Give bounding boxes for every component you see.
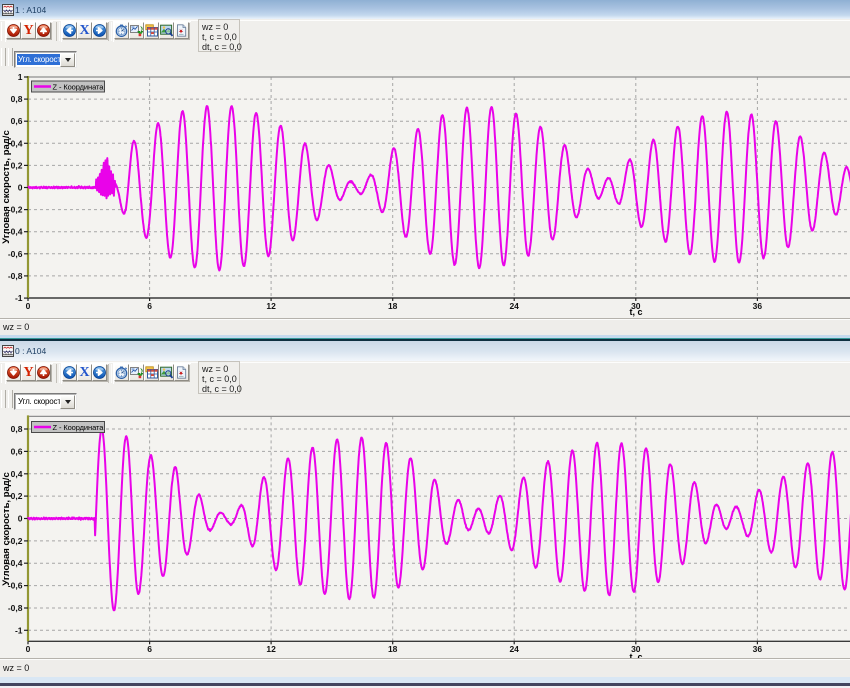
svg-text:0,2: 0,2 (11, 491, 23, 501)
svg-text:-0,6: -0,6 (8, 249, 23, 259)
svg-text:0,2: 0,2 (11, 160, 23, 170)
svg-text:-1: -1 (15, 625, 23, 635)
svg-text:1: 1 (18, 72, 23, 82)
svg-text:0: 0 (18, 183, 23, 193)
svg-text:6: 6 (147, 301, 152, 311)
svg-text:-0,2: -0,2 (8, 205, 23, 215)
svg-text:36: 36 (753, 644, 763, 654)
svg-text:30: 30 (631, 301, 641, 311)
svg-text:0,4: 0,4 (11, 138, 23, 148)
svg-text:0: 0 (26, 301, 31, 311)
svg-text:-0,8: -0,8 (8, 271, 23, 281)
svg-text:t, c: t, c (629, 652, 642, 658)
svg-text:0: 0 (26, 644, 31, 654)
svg-text:t, c: t, c (629, 307, 642, 317)
svg-text:0,4: 0,4 (11, 469, 23, 479)
svg-text:24: 24 (509, 644, 519, 654)
svg-text:30: 30 (631, 644, 641, 654)
svg-text:0,8: 0,8 (11, 424, 23, 434)
svg-text:12: 12 (266, 644, 276, 654)
svg-text:18: 18 (388, 301, 398, 311)
svg-text:36: 36 (753, 301, 763, 311)
svg-text:-0,2: -0,2 (8, 536, 23, 546)
svg-text:Z - Координата: Z - Координата (53, 423, 105, 432)
svg-text:0,8: 0,8 (11, 94, 23, 104)
svg-text:Z - Координата: Z - Координата (53, 83, 105, 92)
svg-text:0: 0 (18, 514, 23, 524)
svg-text:-0,8: -0,8 (8, 603, 23, 613)
svg-text:-0,4: -0,4 (8, 227, 23, 237)
svg-text:12: 12 (266, 301, 276, 311)
svg-text:Угловая скорость, рад/с: Угловая скорость, рад/с (1, 472, 12, 585)
svg-text:18: 18 (388, 644, 398, 654)
svg-text:0,6: 0,6 (11, 116, 23, 126)
svg-text:-0,4: -0,4 (8, 558, 23, 568)
svg-text:-0,6: -0,6 (8, 581, 23, 591)
svg-text:Угловая скорость, рад/с: Угловая скорость, рад/с (1, 130, 12, 243)
svg-text:-1: -1 (15, 293, 23, 303)
svg-text:24: 24 (509, 301, 519, 311)
svg-text:0,6: 0,6 (11, 446, 23, 456)
svg-text:6: 6 (147, 644, 152, 654)
